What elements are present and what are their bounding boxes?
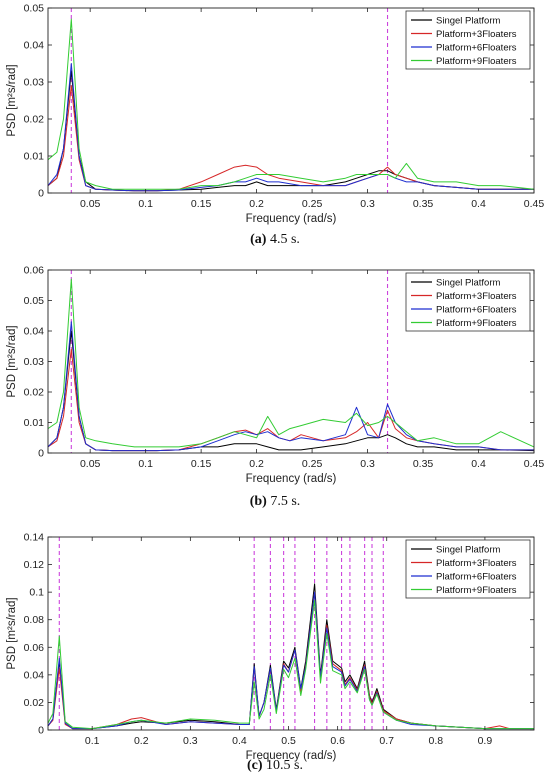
series-line-4 — [47, 278, 535, 448]
x-tick-label: 0.2 — [249, 458, 264, 470]
x-tick-label: 0.25 — [302, 198, 323, 210]
x-tick-label: 0.35 — [413, 458, 434, 470]
y-tick-label: 0.03 — [24, 77, 45, 89]
y-tick-label: 0.05 — [24, 3, 45, 15]
series-line-4 — [47, 18, 535, 190]
y-tick-label: 0.14 — [24, 532, 45, 544]
series-line-3 — [47, 321, 534, 452]
legend-box — [405, 10, 531, 70]
y-tick-label: 0.01 — [24, 151, 45, 163]
x-tick-label: 0.9 — [478, 735, 493, 747]
x-tick-label: 0.2 — [134, 735, 149, 747]
x-tick-label: 0.05 — [80, 458, 101, 470]
axes-frame — [47, 7, 535, 194]
x-tick-label: 0.3 — [360, 458, 375, 470]
caption-c-letter: (c) — [247, 758, 263, 773]
x-tick-label: 0.15 — [191, 458, 212, 470]
x-tick-label: 0.1 — [138, 198, 153, 210]
x-tick-label: 0.4 — [471, 198, 486, 210]
caption-a-letter: (a) — [250, 232, 267, 247]
y-tick-label: 0.12 — [24, 559, 45, 571]
caption-c-text: 10.5 s. — [262, 758, 303, 773]
y-tick-label: 0.02 — [24, 697, 45, 709]
legend-label-4: Platform+9Floaters — [436, 56, 517, 67]
y-tick-label: 0.04 — [24, 669, 45, 681]
psd-chart-b: 0.05 0.1 0.15 0.2 0.25 0.3 0.35 0.4 0.45 0 0.01 0.0… — [6, 265, 545, 486]
caption-a-text: 4.5 s. — [266, 232, 300, 247]
y-tick-label: 0.01 — [24, 417, 45, 429]
series-line-3 — [47, 63, 534, 192]
x-tick-label: 0.1 — [138, 458, 153, 470]
series-line-4 — [47, 599, 534, 730]
x-tick-label: 0.3 — [183, 735, 198, 747]
x-tick-label: 0.3 — [360, 198, 375, 210]
x-tick-label: 0.6 — [330, 735, 345, 747]
y-tick-label: 0.1 — [29, 587, 44, 599]
x-tick-label: 0.35 — [413, 198, 434, 210]
y-tick-label: 0.02 — [24, 114, 45, 126]
legend-label-1: Singel Platform — [436, 16, 501, 27]
y-axis-label: PSD [m²s/rad] — [6, 64, 18, 136]
x-tick-label: 0.4 — [471, 458, 486, 470]
legend-label-3: Platform+6Floaters — [436, 43, 517, 54]
legend-label-2: Platform+3Floaters — [436, 558, 517, 569]
x-tick-label: 0.45 — [524, 458, 545, 470]
x-tick-label: 0.15 — [191, 198, 212, 210]
x-tick-label: 0.05 — [80, 198, 101, 210]
y-tick-label: 0.06 — [24, 642, 45, 654]
psd-chart-a: 0.05 0.1 0.15 0.2 0.25 0.3 0.35 0.4 0.45 0 0.01 0.0… — [6, 3, 545, 226]
y-axis-label: PSD [m²s/rad] — [6, 325, 18, 397]
y-tick-label: 0.08 — [24, 614, 45, 626]
y-tick-label: 0.05 — [24, 295, 45, 307]
caption-c: (c) 10.5 s. — [0, 758, 550, 774]
legend-label-4: Platform+9Floaters — [436, 318, 517, 329]
axes-frame — [47, 536, 535, 731]
x-tick-label: 0.8 — [429, 735, 444, 747]
caption-b-text: 7.5 s. — [266, 494, 301, 509]
x-tick-label: 0.25 — [302, 458, 323, 470]
y-tick-label: 0.04 — [24, 326, 45, 338]
x-tick-label: 0.45 — [524, 198, 545, 210]
x-tick-label: 0.1 — [85, 735, 100, 747]
legend-label-1: Singel Platform — [436, 278, 501, 289]
legend-label-2: Platform+3Floaters — [436, 291, 517, 302]
x-tick-label: 0.5 — [281, 735, 296, 747]
x-axis-label: Frequency (rad/s) — [246, 750, 337, 762]
legend-label-3: Platform+6Floaters — [436, 305, 517, 316]
y-tick-label: 0 — [38, 725, 44, 737]
series-line-2 — [47, 591, 534, 730]
x-tick-label: 0.4 — [232, 735, 247, 747]
legend-label-2: Platform+3Floaters — [436, 29, 517, 40]
caption-a: (a) 4.5 s. — [0, 232, 550, 248]
legend-box — [405, 272, 531, 332]
x-tick-label: 0.2 — [249, 198, 264, 210]
caption-b: (b) 7.5 s. — [0, 494, 550, 510]
psd-chart-c: 0.1 0.2 0.3 0.4 0.5 0.6 0.7 0.8 0.9 0 0.02 0.04 0.06… — [6, 532, 535, 762]
y-tick-label: 0 — [38, 448, 44, 460]
y-axis-label: PSD [m²s/rad] — [6, 597, 18, 669]
legend-label-3: Platform+6Floaters — [436, 572, 517, 583]
legend-label-4: Platform+9Floaters — [436, 585, 517, 596]
y-tick-label: 0.06 — [24, 265, 45, 277]
y-tick-label: 0.04 — [24, 40, 45, 52]
y-tick-label: 0.02 — [24, 387, 45, 399]
legend-box — [405, 539, 531, 599]
y-tick-label: 0.03 — [24, 356, 45, 368]
y-tick-label: 0 — [38, 188, 44, 200]
x-tick-label: 0.7 — [379, 735, 394, 747]
caption-b-letter: (b) — [249, 494, 267, 509]
x-axis-label: Frequency (rad/s) — [246, 213, 337, 225]
legend-label-1: Singel Platform — [436, 545, 501, 556]
x-axis-label: Frequency (rad/s) — [246, 473, 337, 485]
